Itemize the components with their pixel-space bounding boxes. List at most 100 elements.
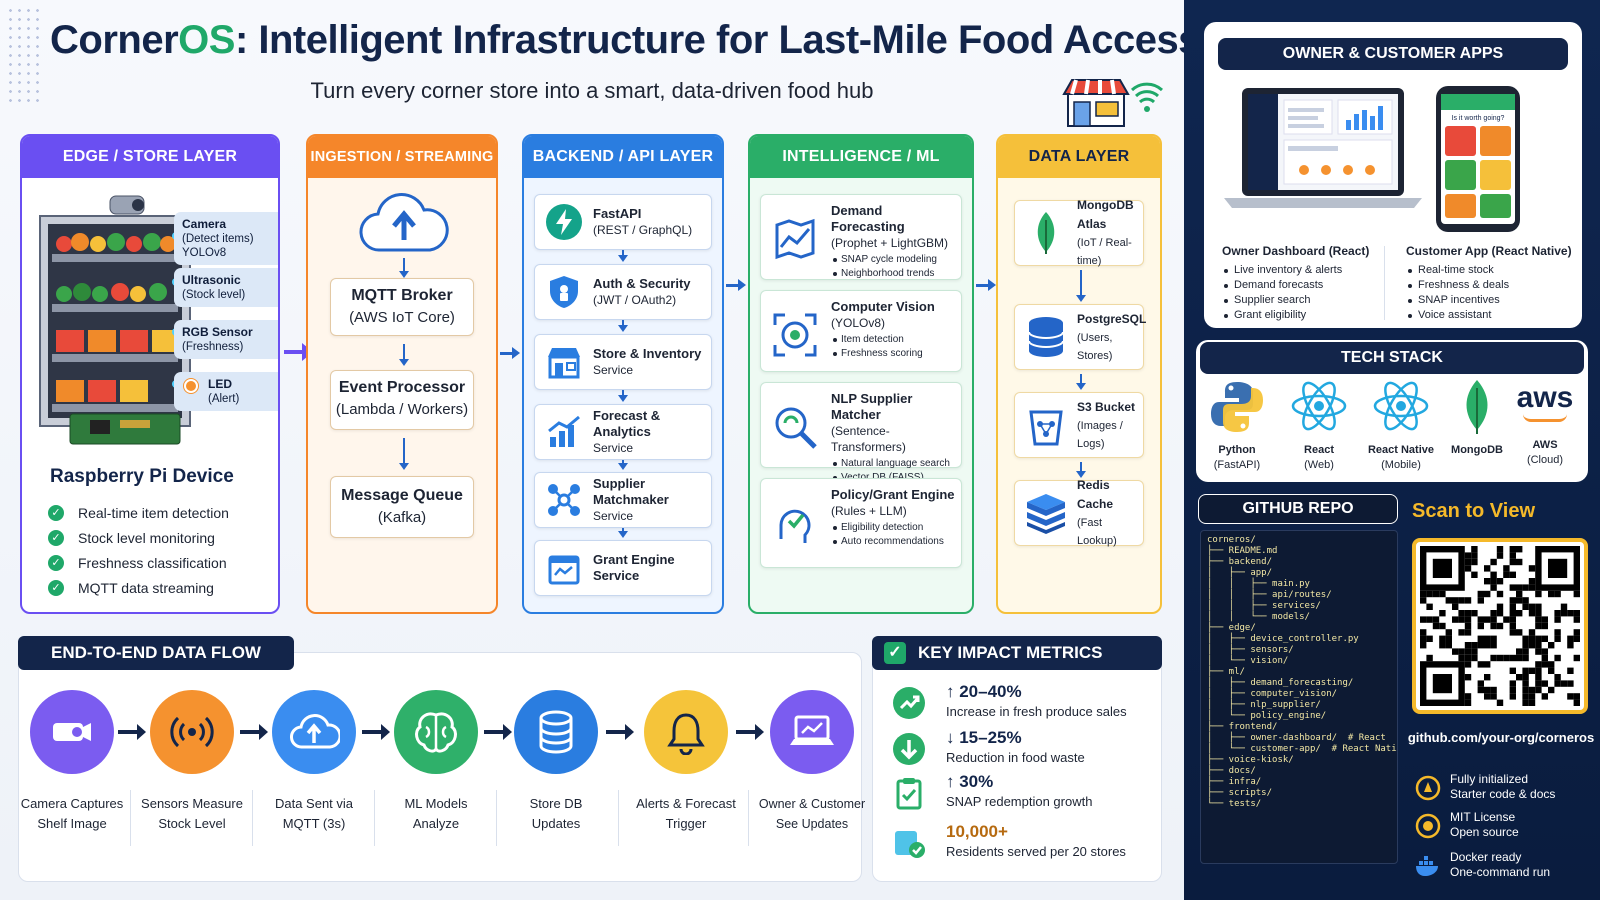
edge-layer-panel: EDGE / STORE LAYER — [20, 134, 280, 614]
qr-module — [1503, 616, 1510, 623]
tree-line: │ ├── computer_vision/ — [1207, 689, 1338, 699]
qr-module — [1535, 661, 1542, 668]
qr-module — [1554, 629, 1561, 636]
qr-module — [1490, 622, 1497, 630]
qr-module — [1573, 654, 1580, 662]
flow-arrow — [618, 390, 628, 402]
qr-module — [1496, 699, 1504, 706]
search-brain-icon — [775, 407, 817, 449]
data-flow-title: END-TO-END DATA FLOW — [18, 636, 294, 670]
service-store-inventory: Store & Inventory Service — [534, 334, 712, 390]
tree-line: ├── edge/ — [1207, 623, 1256, 633]
qr-module — [1496, 590, 1504, 598]
tech-stack-title: TECH STACK — [1200, 342, 1584, 374]
qr-module — [1567, 642, 1574, 649]
qr-module — [1535, 603, 1542, 610]
qr-module — [1516, 629, 1523, 636]
ml-policy-grant-engine: Policy/Grant Engine (Rules + LLM) Eligibi… — [760, 478, 962, 568]
qr-module — [1560, 610, 1568, 617]
qr-module — [1554, 674, 1561, 681]
qr-module — [1509, 680, 1516, 687]
tree-line: │ └── policy_engine/ — [1207, 711, 1327, 721]
qr-module — [1541, 648, 1548, 655]
qr-module — [1567, 680, 1574, 687]
divider — [496, 790, 497, 846]
laptop-icon — [770, 690, 854, 774]
qr-module — [1516, 558, 1523, 566]
qr-module — [1528, 565, 1536, 572]
github-title: GITHUB REPO — [1198, 494, 1398, 524]
tree-line: ├── docs/ — [1207, 766, 1256, 776]
qr-module — [1535, 635, 1542, 642]
tree-line: ├── README.md — [1207, 546, 1278, 556]
qr-module — [1573, 693, 1580, 700]
bucket-icon — [1029, 410, 1063, 446]
qr-module — [1509, 610, 1516, 617]
tree-line: ├── backend/ — [1207, 557, 1273, 567]
tree-line: ├── ml/ — [1207, 667, 1245, 677]
qr-module — [1464, 597, 1472, 604]
qr-module — [1535, 590, 1542, 598]
tech-aws: aws AWS (Cloud) — [1504, 378, 1586, 468]
service-supplier-matchmaker: Supplier Matchmaker Service — [534, 472, 712, 528]
qr-finder — [1548, 558, 1568, 578]
qr-module — [1484, 635, 1491, 642]
tree-line: │ ├── sensors/ — [1207, 645, 1294, 655]
tree-line: │ └── customer-app/ # React Native — [1207, 744, 1398, 754]
qr-module — [1464, 552, 1472, 559]
qr-module — [1484, 590, 1491, 598]
tree-line: │ ├── app/ — [1207, 568, 1273, 578]
qr-module — [1509, 667, 1516, 674]
qr-module — [1528, 578, 1536, 585]
page-title: CornerOS: Intelligent Infrastructure for… — [50, 18, 1200, 62]
database-icon — [1028, 317, 1064, 357]
qr-module — [1458, 629, 1465, 636]
sensor-led: LED (Alert) — [174, 372, 278, 411]
qr-module — [1452, 603, 1459, 610]
qr-module — [1490, 686, 1497, 694]
qr-module — [1458, 654, 1465, 662]
qr-module — [1490, 693, 1497, 700]
qr-module — [1573, 590, 1580, 598]
qr-module — [1522, 603, 1529, 610]
react-icon — [1291, 381, 1347, 431]
qr-code[interactable] — [1412, 538, 1588, 714]
map-pin-icon — [895, 831, 925, 858]
qr-module — [1522, 674, 1529, 681]
qr-module — [1477, 661, 1484, 668]
camera-icon — [30, 690, 114, 774]
grant-icon — [548, 555, 580, 585]
database-icon — [514, 690, 598, 774]
ml-nlp-supplier-matcher: NLP Supplier Matcher (Sentence-Transforme… — [760, 382, 962, 483]
qr-module — [1522, 686, 1529, 694]
qr-module — [1509, 629, 1516, 636]
check-icon: ✓ — [48, 529, 64, 546]
qr-module — [1548, 686, 1555, 694]
flow-arrow — [736, 724, 764, 740]
qr-module — [1464, 616, 1472, 623]
flow-arrow — [399, 438, 409, 470]
apps-title: OWNER & CUSTOMER APPS — [1218, 38, 1568, 70]
store-s3-bucket: S3 Bucket (Images / Logs) — [1014, 392, 1144, 458]
divider — [618, 790, 619, 846]
qr-module — [1496, 603, 1504, 610]
backend-layer-panel: BACKEND / API LAYER FastAPI (REST / Graph… — [522, 134, 724, 614]
flow-step-camera: Camera Captures Shelf Image — [12, 690, 132, 834]
qr-module — [1439, 590, 1446, 598]
qr-module — [1535, 680, 1542, 687]
repo-url-link[interactable]: github.com/your-org/corneros — [1407, 730, 1595, 745]
qr-module — [1509, 558, 1516, 566]
tree-line: │ ├── owner-dashboard/ # React — [1207, 733, 1386, 743]
qr-module — [1458, 610, 1465, 617]
qr-module — [1528, 642, 1536, 649]
qr-module — [1471, 642, 1478, 649]
qr-module — [1496, 610, 1504, 617]
qr-module — [1490, 654, 1497, 662]
check-icon: ✓ — [884, 642, 906, 664]
main-canvas: CornerOS: Intelligent Infrastructure for… — [0, 0, 1200, 900]
qr-module — [1420, 616, 1427, 623]
qr-module — [1554, 680, 1561, 687]
store-postgresql: PostgreSQL (Users, Stores) — [1014, 304, 1146, 370]
qr-module — [1554, 654, 1561, 662]
qr-module — [1477, 597, 1484, 604]
